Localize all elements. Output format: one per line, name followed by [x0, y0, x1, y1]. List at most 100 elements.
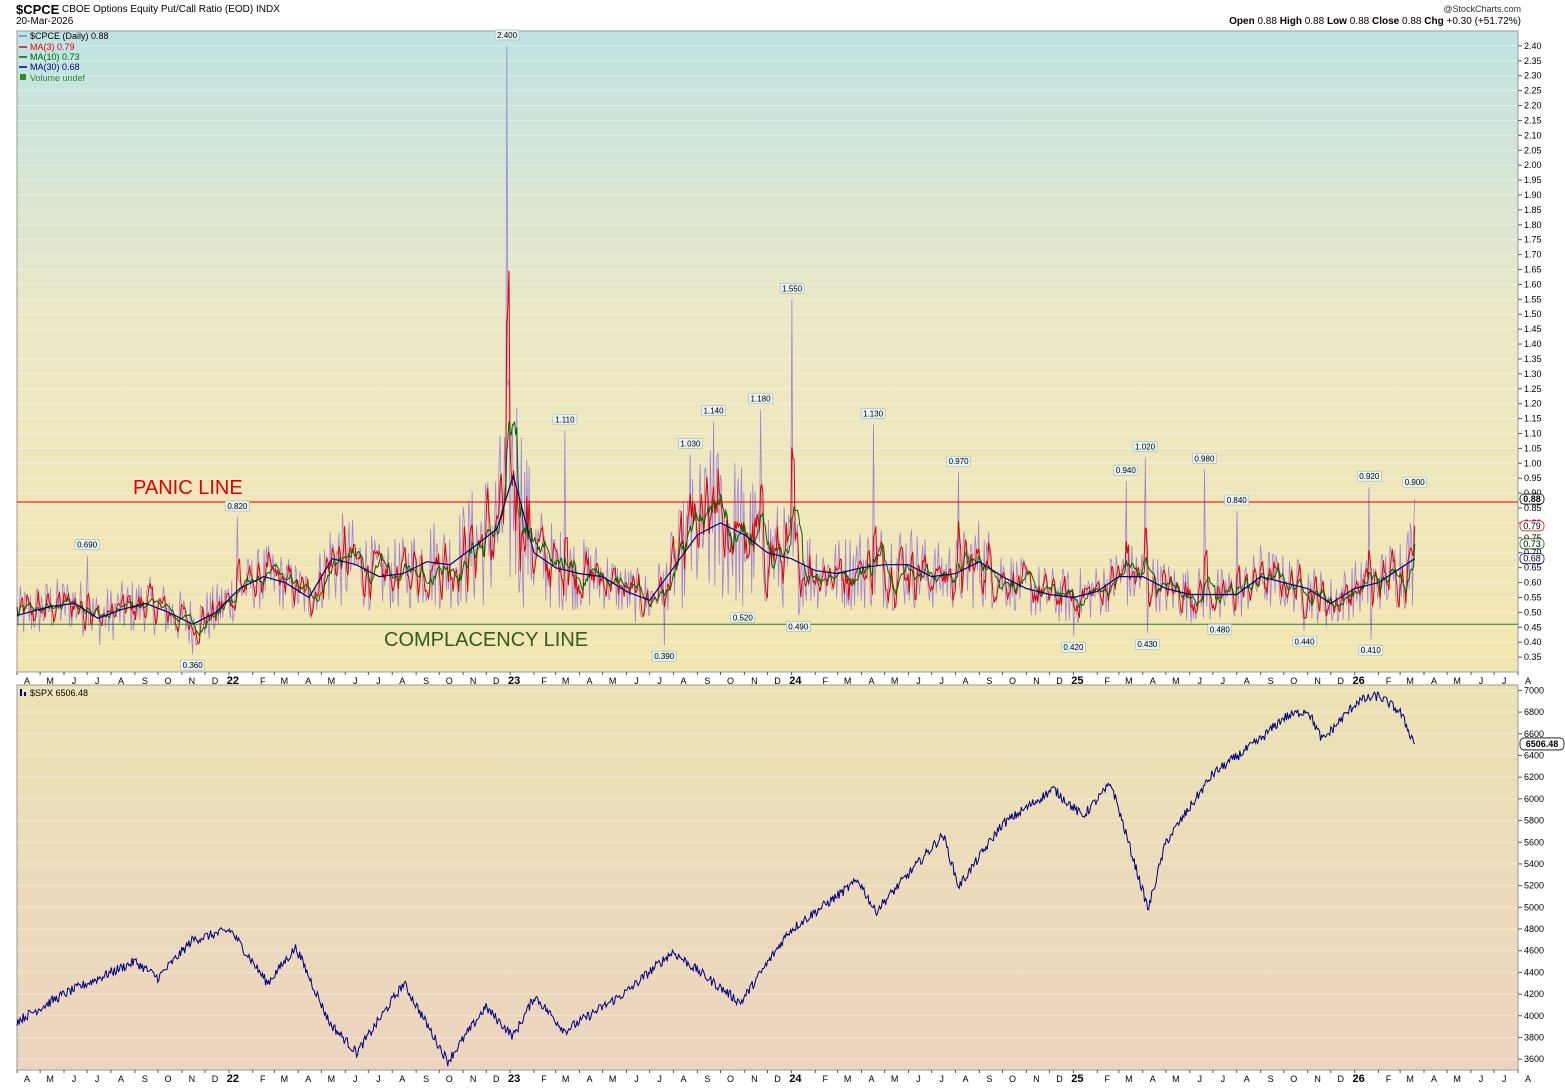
x-tick-label: M	[1453, 676, 1461, 686]
cpce-ytick-label: 1.20	[1524, 399, 1542, 409]
x-tick-label: O	[1290, 1074, 1297, 1084]
x-tick-label: A	[305, 1074, 311, 1084]
x-tick-label: O	[446, 1074, 453, 1084]
x-tick-label: M	[1125, 1074, 1133, 1084]
cpce-daily-line	[16, 45, 1416, 655]
x-tick-label: A	[1244, 676, 1250, 686]
x-tick-label: J	[634, 676, 639, 686]
cpce-ytick-label: 1.95	[1524, 175, 1542, 185]
cpce-ytick-label: 1.10	[1524, 428, 1542, 438]
peak-label: 0.420	[1063, 643, 1084, 652]
x-tick-label: A	[1150, 1074, 1156, 1084]
x-tick-label: 23	[508, 675, 520, 687]
x-tick-label: A	[868, 676, 874, 686]
peak-label: 1.550	[782, 284, 803, 293]
peak-label: 1.140	[704, 407, 725, 416]
cpce-ytick-label: 1.90	[1524, 190, 1542, 200]
x-tick-label: A	[963, 676, 969, 686]
cpce-ytick-label: 1.35	[1524, 354, 1542, 364]
peak-label-box	[1224, 494, 1250, 506]
peak-label-box	[1292, 635, 1317, 647]
x-tick-label: J	[657, 1074, 662, 1084]
cpce-ytick-label: 1.15	[1524, 414, 1542, 424]
peak-label: 0.920	[1359, 472, 1380, 481]
peak-label-box	[730, 612, 756, 623]
x-tick-label: A	[586, 676, 592, 686]
cpce-ytick-label: 0.50	[1524, 607, 1542, 617]
peak-label: 0.840	[1227, 496, 1248, 505]
x-tick-label: M	[844, 676, 852, 686]
stockcharts-credit: @StockCharts.com	[1443, 4, 1521, 14]
x-tick-label: M	[46, 1074, 54, 1084]
peak-label-box	[779, 283, 805, 294]
x-tick-label: D	[1338, 676, 1345, 686]
x-tick-label: A	[1244, 1074, 1250, 1084]
x-tick-label: F	[260, 1074, 266, 1084]
peak-label-box	[1135, 638, 1160, 650]
x-tick-label: J	[1198, 676, 1203, 686]
x-tick-label: 22	[227, 675, 239, 687]
x-tick-label: N	[1033, 676, 1040, 686]
x-tick-label: J	[657, 676, 662, 686]
x-tick-label: N	[1314, 676, 1321, 686]
spx-ytick-label: 5200	[1524, 881, 1544, 891]
x-tick-label: J	[1502, 676, 1507, 686]
x-tick-label: D	[1338, 1074, 1345, 1084]
cpce-ytick-label: 2.30	[1524, 71, 1542, 81]
spx-ytick-label: 3600	[1524, 1054, 1544, 1064]
peak-label: 0.440	[1295, 637, 1316, 646]
last-value-tag	[1519, 520, 1545, 532]
x-tick-label: M	[1406, 676, 1414, 686]
cpce-ytick-label: 1.40	[1524, 339, 1542, 349]
x-tick-label: M	[609, 676, 617, 686]
x-tick-label: A	[24, 1074, 30, 1084]
x-tick-label: J	[1198, 1074, 1203, 1084]
spx-ytick-label: 3800	[1524, 1032, 1544, 1042]
cpce-ytick-label: 0.35	[1524, 652, 1542, 662]
peak-label: 0.490	[788, 622, 809, 631]
cpce-ytick-label: 1.05	[1524, 443, 1542, 453]
x-tick-label: M	[562, 1074, 570, 1084]
x-tick-label: S	[1268, 1074, 1274, 1084]
last-value-label: 0.88	[1523, 494, 1541, 504]
cpce-ytick-label: 1.75	[1524, 235, 1542, 245]
x-tick-label: S	[1268, 676, 1274, 686]
x-tick-label: F	[823, 676, 829, 686]
x-tick-label: F	[1386, 676, 1392, 686]
x-tick-label: O	[1009, 1074, 1016, 1084]
cpce-ytick-label: 0.95	[1524, 473, 1542, 483]
x-tick-label: M	[281, 1074, 289, 1084]
x-tick-label: J	[95, 676, 100, 686]
x-tick-label: A	[1525, 1074, 1531, 1084]
x-tick-label: J	[939, 1074, 944, 1084]
peak-label-box	[1113, 464, 1139, 476]
peak-label-box	[494, 29, 520, 41]
spx-panel	[16, 684, 1519, 1071]
peak-label-box	[1192, 452, 1217, 464]
x-tick-label: S	[986, 676, 992, 686]
peak-label-box	[225, 500, 250, 512]
cpce-ytick-label: 1.60	[1524, 279, 1542, 289]
peak-label-box	[946, 455, 971, 467]
x-tick-label: D	[774, 676, 781, 686]
x-tick-label: S	[704, 676, 710, 686]
peak-label-box	[1358, 644, 1384, 656]
legend-ma10: MA(10) 0.73	[30, 52, 80, 62]
x-tick-label: O	[1009, 676, 1016, 686]
x-tick-label: J	[1221, 1074, 1226, 1084]
peak-label: 0.520	[733, 613, 754, 622]
cpce-ytick-label: 1.70	[1524, 250, 1542, 260]
spx-ytick-label: 6800	[1524, 707, 1544, 717]
last-value-label: 0.68	[1523, 554, 1541, 564]
cpce-ytick-label: 0.90	[1524, 488, 1542, 498]
x-tick-label: A	[399, 676, 405, 686]
peak-label: 0.900	[1405, 478, 1426, 487]
x-tick-label: A	[399, 1074, 405, 1084]
x-tick-label: D	[212, 1074, 219, 1084]
x-tick-label: M	[844, 1074, 852, 1084]
x-tick-label: J	[916, 676, 921, 686]
x-tick-label: J	[1221, 676, 1226, 686]
ohlc-readout: Open 0.88 High 0.88 Low 0.88 Close 0.88 …	[1229, 16, 1521, 27]
x-tick-label: A	[963, 1074, 969, 1084]
peak-label: 0.480	[1210, 625, 1231, 634]
